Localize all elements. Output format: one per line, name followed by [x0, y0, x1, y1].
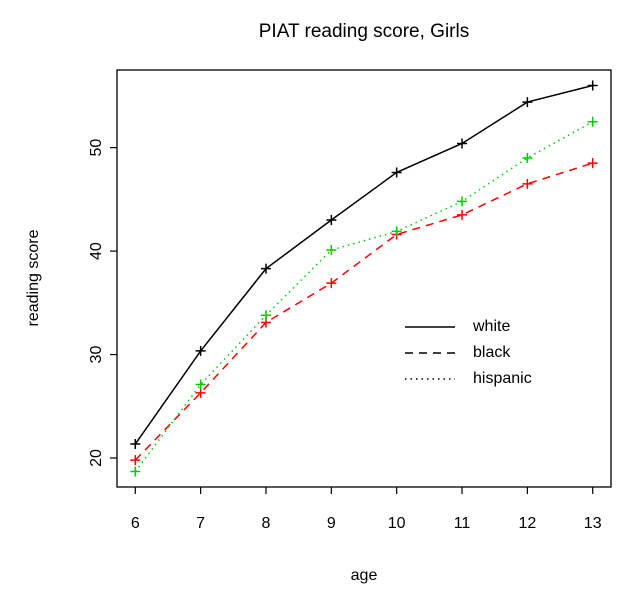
x-tick-label: 13 — [584, 515, 602, 532]
y-tick-label: 40 — [88, 242, 105, 260]
point-marker — [522, 97, 533, 108]
point-marker — [326, 278, 337, 289]
y-axis-label: reading score — [25, 229, 42, 326]
point-marker — [457, 138, 468, 149]
point-marker — [326, 245, 337, 256]
point-marker — [130, 439, 141, 450]
point-marker — [260, 310, 271, 321]
point-marker — [130, 455, 141, 466]
point-marker — [195, 379, 206, 390]
x-tick-label: 10 — [388, 515, 406, 532]
legend-label: black — [473, 344, 511, 361]
chart-title: PIAT reading score, Girls — [259, 21, 469, 42]
x-tick-label: 6 — [131, 515, 140, 532]
point-marker — [522, 152, 533, 163]
x-tick-label: 7 — [196, 515, 205, 532]
series-line — [134, 162, 593, 461]
plot-frame — [116, 69, 612, 488]
point-marker — [391, 226, 402, 237]
point-marker — [260, 263, 271, 274]
y-tick-label: 30 — [88, 346, 105, 364]
legend-label: hispanic — [473, 370, 532, 387]
point-marker — [457, 196, 468, 207]
x-tick-label: 12 — [518, 515, 536, 532]
point-marker — [457, 209, 468, 220]
x-tick-label: 9 — [327, 515, 336, 532]
y-tick-label: 20 — [88, 449, 105, 467]
series-line — [134, 121, 594, 472]
point-marker — [391, 167, 402, 178]
point-marker — [195, 345, 206, 356]
point-marker — [326, 215, 337, 226]
series-line — [134, 84, 593, 445]
legend-label: white — [472, 318, 510, 335]
y-tick-label: 50 — [88, 139, 105, 157]
x-tick-label: 8 — [262, 515, 271, 532]
point-marker — [587, 80, 598, 91]
point-marker — [522, 178, 533, 189]
x-axis-label: age — [351, 567, 378, 584]
point-marker — [587, 158, 598, 169]
point-marker — [587, 116, 598, 127]
x-tick-label: 11 — [454, 515, 471, 532]
point-marker — [130, 466, 141, 477]
